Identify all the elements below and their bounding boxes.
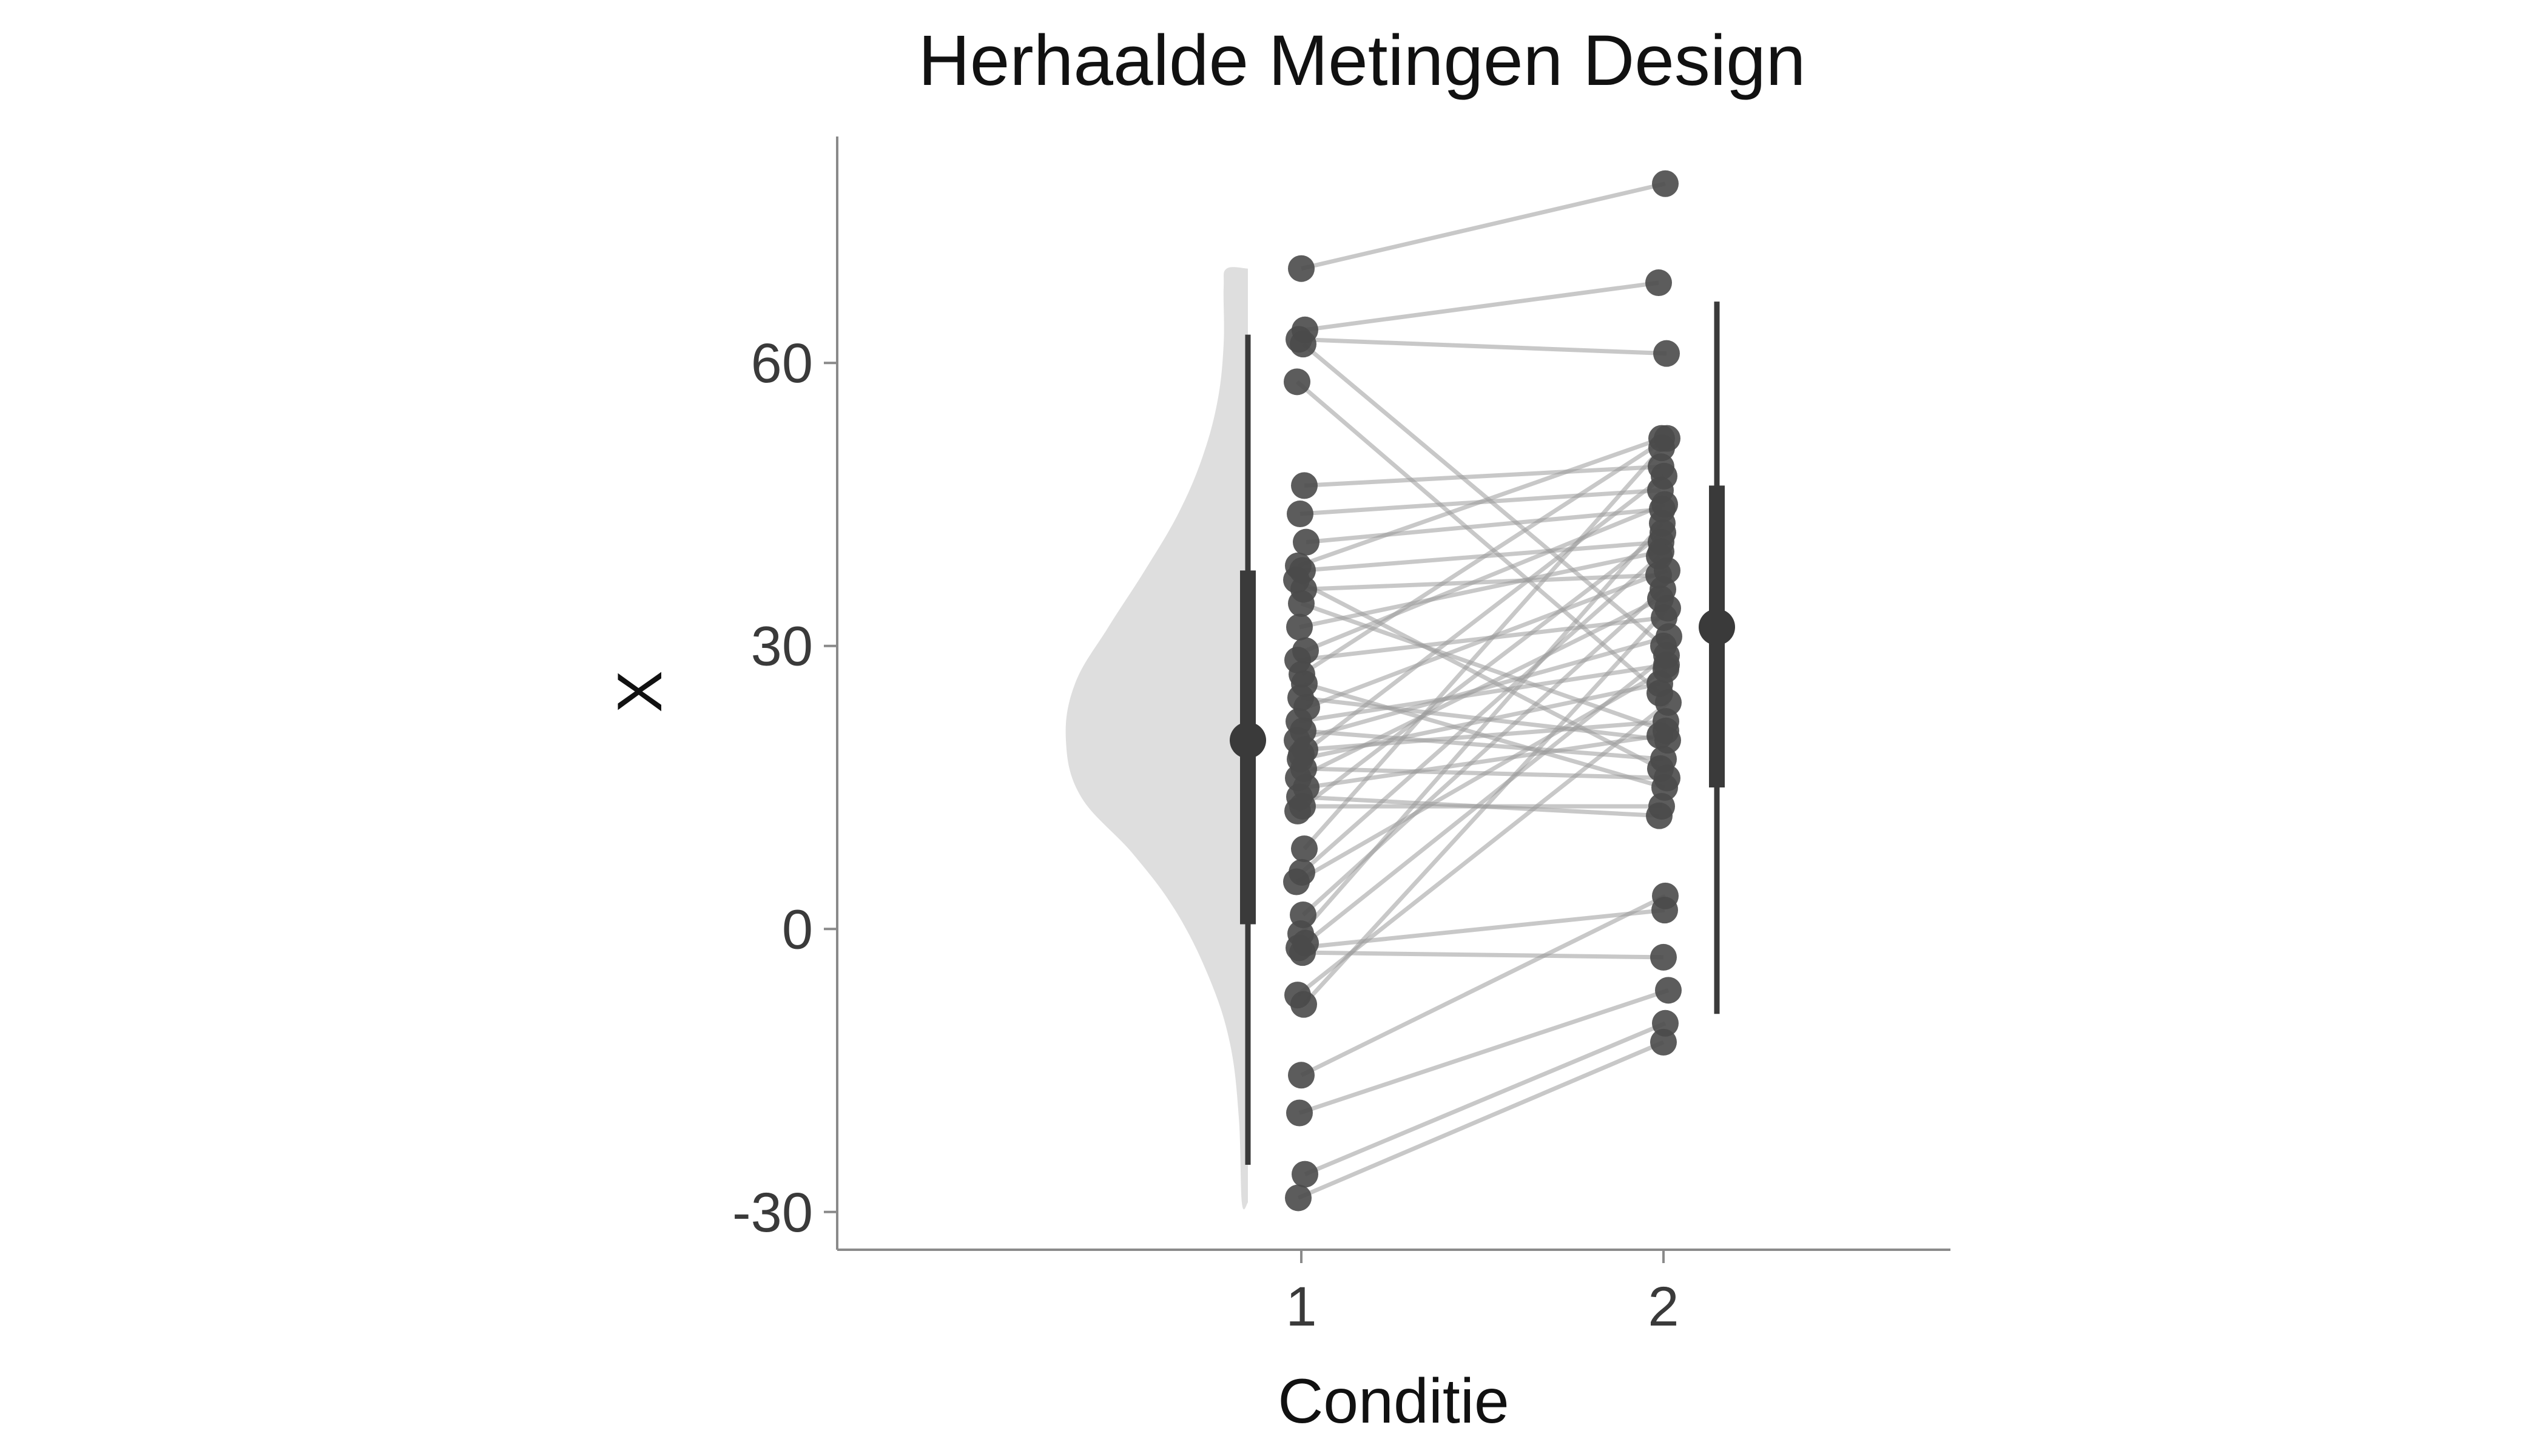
paired-line — [1299, 522, 1664, 935]
data-point-cat-2 — [1653, 642, 1680, 669]
data-point-cat-1 — [1286, 1099, 1313, 1127]
data-point-cat-1 — [1288, 590, 1315, 617]
data-point-cat-1 — [1291, 835, 1318, 863]
median-point-cat-1 — [1230, 722, 1266, 759]
data-point-cat-1 — [1290, 991, 1317, 1018]
paired-line — [1296, 531, 1665, 813]
data-point-cat-1 — [1285, 1184, 1312, 1212]
median-point-cat-2 — [1699, 608, 1735, 645]
paired-line — [1302, 950, 1664, 960]
paired-line — [1298, 988, 1670, 1115]
data-point-cat-1 — [1289, 939, 1316, 966]
paired-line — [1295, 380, 1662, 695]
y-tick-label: 30 — [751, 616, 813, 678]
data-point-cat-2 — [1646, 722, 1673, 749]
paired-line — [1304, 280, 1659, 332]
data-point-cat-2 — [1651, 462, 1677, 490]
data-point-cat-2 — [1653, 340, 1680, 367]
paired-line — [1304, 464, 1662, 488]
y-ticks: -30 0 30 60 — [732, 332, 837, 1244]
paired-line — [1302, 607, 1670, 1006]
paired-line — [1304, 1021, 1667, 1176]
data-point-cat-2 — [1646, 543, 1673, 570]
summary-layer — [1230, 302, 1735, 1165]
data-point-cat-2 — [1648, 434, 1675, 462]
paired-line — [1306, 568, 1668, 710]
paired-line — [1297, 596, 1662, 780]
y-tick-label: -30 — [732, 1182, 813, 1244]
paired-line — [1297, 615, 1665, 662]
data-point-cat-2 — [1648, 793, 1675, 820]
paired-line — [1304, 653, 1668, 945]
data-point-cat-2 — [1655, 977, 1682, 1004]
paired-line — [1301, 181, 1666, 271]
x-axis-label: Conditie — [1278, 1366, 1509, 1437]
paired-line — [1299, 474, 1666, 757]
paired-line — [1300, 554, 1661, 874]
chart-title: Herhaalde Metingen Design — [918, 21, 1806, 101]
data-point-cat-1 — [1283, 868, 1310, 895]
data-point-cat-2 — [1652, 170, 1679, 197]
data-points-layer — [1283, 170, 1682, 1212]
data-point-cat-1 — [1288, 255, 1315, 282]
violin-cat-1 — [1065, 267, 1248, 1210]
violin-layer — [1065, 267, 1248, 1210]
data-point-cat-2 — [1652, 882, 1679, 909]
data-point-cat-1 — [1291, 472, 1318, 499]
data-point-cat-1 — [1288, 1062, 1315, 1089]
y-tick-label: 0 — [782, 898, 813, 960]
data-point-cat-1 — [1284, 797, 1311, 824]
data-point-cat-1 — [1286, 613, 1313, 641]
data-point-cat-2 — [1649, 510, 1676, 537]
data-point-cat-2 — [1654, 595, 1681, 622]
paired-line — [1303, 446, 1663, 851]
data-point-cat-2 — [1650, 943, 1677, 971]
x-tick-label: 1 — [1286, 1276, 1316, 1338]
data-point-cat-1 — [1284, 368, 1310, 396]
data-point-cat-1 — [1287, 500, 1313, 528]
data-point-cat-1 — [1290, 331, 1316, 358]
data-point-cat-2 — [1654, 764, 1680, 792]
paired-line — [1304, 502, 1666, 653]
y-axis-label: X — [605, 670, 675, 712]
paired-line — [1301, 436, 1668, 676]
data-point-cat-1 — [1292, 1161, 1318, 1188]
paired-line — [1298, 337, 1667, 356]
data-point-cat-2 — [1645, 269, 1672, 297]
paired-line — [1298, 908, 1665, 950]
data-point-cat-1 — [1293, 528, 1320, 556]
paired-line — [1297, 1040, 1665, 1200]
paired-lines-layer — [1295, 181, 1670, 1200]
data-point-cat-2 — [1650, 1028, 1677, 1056]
paired-line — [1300, 894, 1667, 1077]
paired-line — [1299, 549, 1662, 630]
paired-line — [1297, 436, 1663, 568]
data-point-cat-2 — [1655, 689, 1682, 716]
y-tick-label: 60 — [751, 332, 813, 394]
x-tick-label: 2 — [1648, 1276, 1679, 1338]
paired-line — [1303, 573, 1659, 592]
